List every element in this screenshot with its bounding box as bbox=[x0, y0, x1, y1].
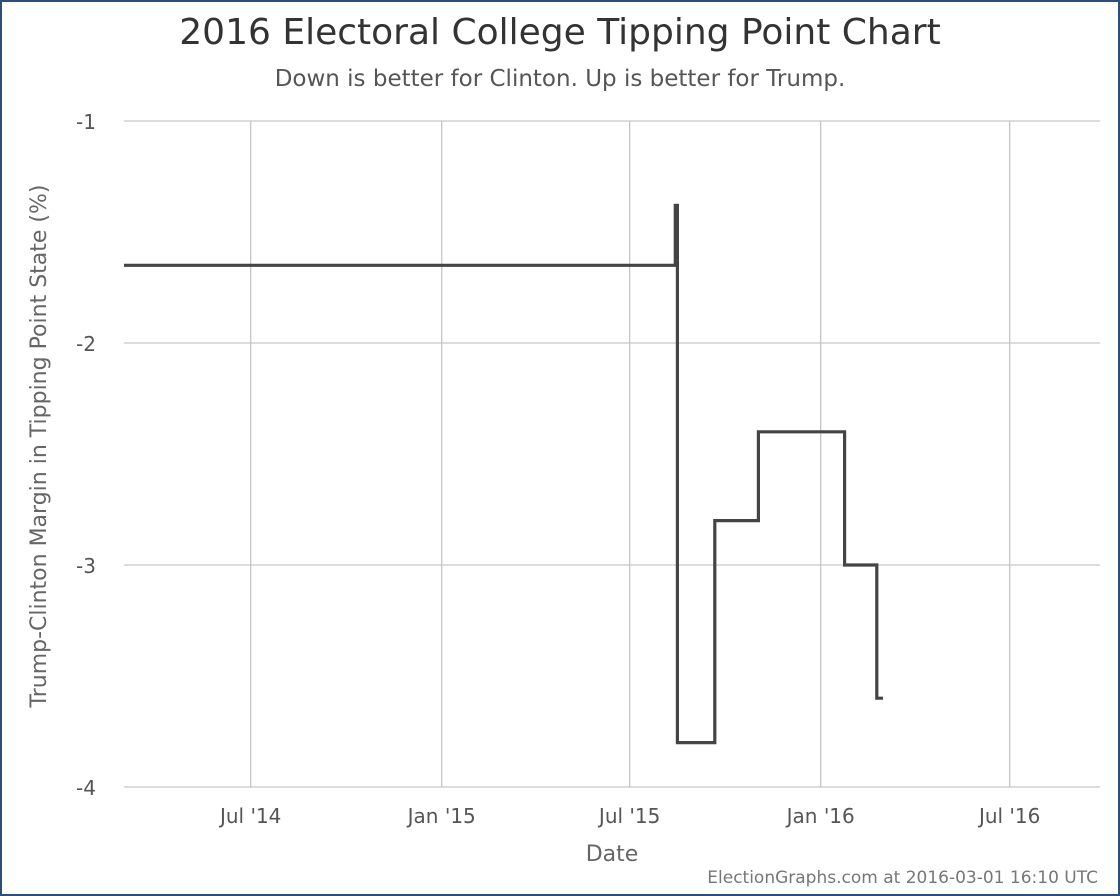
x-tick-label: Jan '16 bbox=[785, 804, 855, 828]
x-tick-label: Jul '16 bbox=[977, 804, 1040, 828]
x-tick-label: Jan '15 bbox=[406, 804, 476, 828]
series-line bbox=[124, 203, 883, 745]
grid-lines bbox=[124, 120, 1100, 788]
y-tick-label: -4 bbox=[76, 776, 96, 800]
x-tick-label: Jul '14 bbox=[218, 804, 281, 828]
x-axis-title: Date bbox=[586, 842, 639, 867]
x-tick-label: Jul '15 bbox=[597, 804, 660, 828]
y-tick-label: -2 bbox=[76, 332, 96, 356]
chart-subtitle: Down is better for Clinton. Up is better… bbox=[274, 66, 846, 92]
footer-credit: ElectionGraphs.com at 2016-03-01 16:10 U… bbox=[707, 868, 1098, 888]
chart-title: 2016 Electoral College Tipping Point Cha… bbox=[179, 12, 941, 53]
y-axis-title: Trump-Clinton Margin in Tipping Point St… bbox=[27, 185, 52, 709]
series-layer bbox=[124, 203, 883, 745]
y-tick-label: -3 bbox=[76, 554, 96, 578]
y-tick-label: -1 bbox=[76, 110, 96, 134]
y-axis-ticks: -1 -2 -3 -4 bbox=[76, 110, 96, 800]
x-axis-ticks: Jul '14 Jan '15 Jul '15 Jan '16 Jul '16 bbox=[218, 804, 1040, 828]
